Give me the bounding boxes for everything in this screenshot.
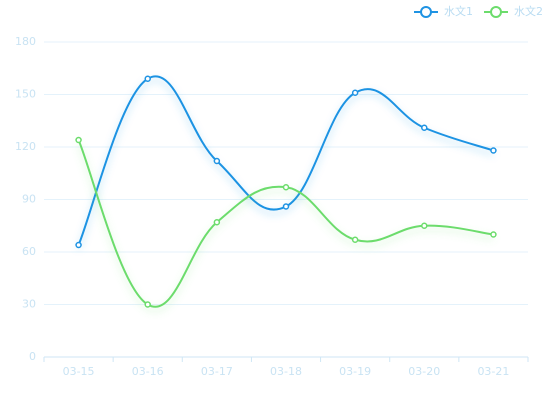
x-tick-label: 03-20: [408, 365, 440, 378]
series-line: [77, 75, 494, 246]
point: [213, 157, 221, 165]
legend-label: 水文2: [514, 4, 543, 18]
point: [282, 184, 290, 191]
point: [75, 241, 82, 249]
x-tick-label: 03-15: [63, 365, 95, 378]
x-tick-label: 03-21: [477, 365, 509, 378]
y-tick-label: 30: [22, 298, 36, 311]
legend-marker: [490, 6, 502, 18]
y-tick-label: 0: [29, 350, 36, 363]
point: [144, 75, 151, 82]
x-tick-label: 03-17: [201, 365, 233, 378]
y-tick-label: 180: [15, 35, 36, 48]
legend-label: 水文1: [444, 4, 473, 18]
series-line: [77, 139, 494, 308]
x-tick-label: 03-18: [270, 365, 302, 378]
point: [75, 136, 82, 144]
y-tick-label: 90: [22, 193, 36, 206]
x-tick-label: 03-19: [339, 365, 371, 378]
point: [144, 301, 151, 308]
point: [351, 89, 359, 96]
legend-marker: [420, 6, 432, 18]
point: [213, 219, 221, 226]
point: [490, 231, 497, 238]
point: [421, 124, 428, 131]
point: [421, 222, 428, 229]
point: [282, 203, 290, 210]
x-tick-label: 03-16: [132, 365, 164, 378]
y-tick-label: 60: [22, 245, 36, 258]
y-tick-label: 150: [15, 88, 36, 101]
point: [351, 236, 359, 243]
y-tick-label: 120: [15, 140, 36, 153]
point: [490, 147, 497, 154]
